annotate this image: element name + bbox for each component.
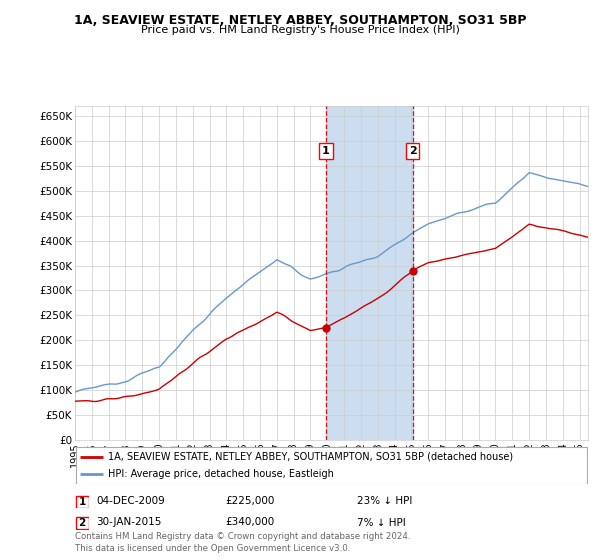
Text: 1: 1 (79, 497, 86, 507)
Text: 1: 1 (322, 146, 330, 156)
Text: 04-DEC-2009: 04-DEC-2009 (96, 496, 165, 506)
Text: 7% ↓ HPI: 7% ↓ HPI (357, 517, 406, 528)
Text: HPI: Average price, detached house, Eastleigh: HPI: Average price, detached house, East… (109, 469, 334, 479)
Text: 1A, SEAVIEW ESTATE, NETLEY ABBEY, SOUTHAMPTON, SO31 5BP: 1A, SEAVIEW ESTATE, NETLEY ABBEY, SOUTHA… (74, 14, 526, 27)
FancyBboxPatch shape (76, 447, 587, 484)
Text: 23% ↓ HPI: 23% ↓ HPI (357, 496, 412, 506)
Text: £225,000: £225,000 (225, 496, 274, 506)
Text: £340,000: £340,000 (225, 517, 274, 528)
Text: 1A, SEAVIEW ESTATE, NETLEY ABBEY, SOUTHAMPTON, SO31 5BP (detached house): 1A, SEAVIEW ESTATE, NETLEY ABBEY, SOUTHA… (109, 451, 514, 461)
FancyBboxPatch shape (76, 517, 89, 529)
Text: 2: 2 (409, 146, 416, 156)
Bar (326, 106, 413, 440)
Text: Contains HM Land Registry data © Crown copyright and database right 2024.
This d: Contains HM Land Registry data © Crown c… (75, 533, 410, 553)
Text: 2: 2 (79, 518, 86, 528)
Text: 30-JAN-2015: 30-JAN-2015 (96, 517, 161, 528)
Text: Price paid vs. HM Land Registry's House Price Index (HPI): Price paid vs. HM Land Registry's House … (140, 25, 460, 35)
FancyBboxPatch shape (76, 496, 89, 508)
